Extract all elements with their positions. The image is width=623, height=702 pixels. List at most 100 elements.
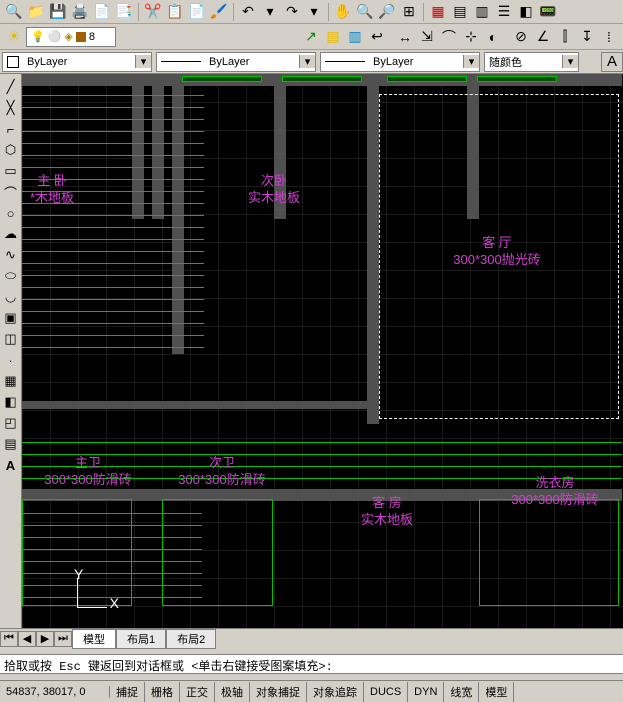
- window: [387, 76, 467, 82]
- command-text: 拾取或按 Esc 键返回到对话框或 <单击右键接受图案填充>:: [4, 660, 333, 674]
- lwt-toggle[interactable]: 线宽: [444, 682, 479, 702]
- dim-diam-icon[interactable]: ⊘: [511, 27, 531, 47]
- otrack-toggle[interactable]: 对象追踪: [307, 682, 364, 702]
- tab-next-icon[interactable]: ▶: [36, 631, 54, 647]
- tab-first-icon[interactable]: ⏮: [0, 631, 18, 647]
- point-icon[interactable]: ·: [2, 351, 20, 369]
- gradient-icon[interactable]: ◧: [2, 393, 20, 411]
- calc-icon[interactable]: 📟: [538, 2, 558, 22]
- dim-radius-icon[interactable]: ◐: [483, 27, 503, 47]
- redo-icon[interactable]: ↷: [282, 2, 302, 22]
- xline-icon[interactable]: ╳: [2, 99, 20, 117]
- markup-icon[interactable]: ◧: [516, 2, 536, 22]
- color-swatch: [7, 56, 19, 68]
- command-line[interactable]: 拾取或按 Esc 键返回到对话框或 <单击右键接受图案填充>:: [0, 654, 623, 674]
- plot-icon[interactable]: 🖨️: [70, 2, 90, 22]
- save-icon[interactable]: 💾: [48, 2, 68, 22]
- revcloud-icon[interactable]: ☁: [2, 225, 20, 243]
- tab-model[interactable]: 模型: [72, 629, 116, 649]
- wall: [22, 401, 379, 409]
- ucs-icon: Y X: [77, 578, 107, 608]
- layer-mgr-icon[interactable]: ☀: [4, 27, 24, 47]
- dim-quick-icon[interactable]: ⫿: [555, 27, 575, 47]
- polygon-icon[interactable]: ⬡: [2, 141, 20, 159]
- paste-icon[interactable]: 📄: [187, 2, 207, 22]
- model-toggle[interactable]: 模型: [479, 682, 514, 702]
- drawing-canvas[interactable]: 主 卧 *木地板 次卧 实木地板 客 厅 300*300抛光砖 主卫 300*3…: [22, 74, 623, 628]
- spline-icon[interactable]: ∿: [2, 246, 20, 264]
- ortho-toggle[interactable]: 正交: [180, 682, 215, 702]
- plotstyle-combo[interactable]: 随颜色 ▾: [484, 52, 579, 72]
- props-icon[interactable]: ▦: [428, 2, 448, 22]
- insert-icon[interactable]: ▣: [2, 309, 20, 327]
- grid-toggle[interactable]: 栅格: [145, 682, 180, 702]
- arc-icon[interactable]: ⌒: [2, 183, 20, 201]
- draw-toolbar: ╱ ╳ ⌐ ⬡ ▭ ⌒ ○ ☁ ∿ ⬭ ◡ ▣ ◫ · ▦ ◧ ◰ ▤ A: [0, 74, 22, 628]
- ellipse-arc-icon[interactable]: ◡: [2, 288, 20, 306]
- hatch-icon[interactable]: ▦: [2, 372, 20, 390]
- status-bar: 54837, 38017, 0 捕捉 栅格 正交 极轴 对象捕捉 对象追踪 DU…: [0, 680, 623, 702]
- color-combo[interactable]: ByLayer ▾: [2, 52, 152, 72]
- ducs-toggle[interactable]: DUCS: [364, 682, 408, 702]
- layout-tabs: ⏮ ◀ ▶ ⏭ 模型 布局1 布局2: [0, 628, 623, 648]
- tab-scroll: ⏮ ◀ ▶ ⏭: [0, 631, 72, 647]
- coordinates: 54837, 38017, 0: [0, 686, 110, 698]
- osnap-toggle[interactable]: 对象捕捉: [250, 682, 307, 702]
- table-icon[interactable]: ▤: [2, 435, 20, 453]
- ellipse-icon[interactable]: ⬭: [2, 267, 20, 285]
- wall: [274, 74, 286, 219]
- text-style-icon[interactable]: A: [601, 52, 623, 72]
- layer-combo[interactable]: 💡 ⚪ ◈ 8: [26, 27, 116, 47]
- undo-icon[interactable]: ↶: [238, 2, 258, 22]
- dropdown-icon: ▾: [562, 55, 578, 68]
- layer-stack-icon[interactable]: ▤: [323, 27, 343, 47]
- dim-linear-icon[interactable]: ↔: [395, 27, 415, 47]
- polar-toggle[interactable]: 极轴: [215, 682, 250, 702]
- zoom-ext-icon[interactable]: ⊞: [399, 2, 419, 22]
- layer-iso-icon[interactable]: ▥: [345, 27, 365, 47]
- circle-icon[interactable]: ○: [2, 204, 20, 222]
- main-area: ╱ ╳ ⌐ ⬡ ▭ ⌒ ○ ☁ ∿ ⬭ ◡ ▣ ◫ · ▦ ◧ ◰ ▤ A: [0, 74, 623, 628]
- tab-layout1[interactable]: 布局1: [116, 629, 166, 649]
- tab-prev-icon[interactable]: ◀: [18, 631, 36, 647]
- lineweight-combo[interactable]: ByLayer ▾: [320, 52, 480, 72]
- region-icon[interactable]: ◰: [2, 414, 20, 432]
- freeze-icon: ⚪: [48, 30, 62, 43]
- linetype-combo[interactable]: ByLayer ▾: [156, 52, 316, 72]
- dim-cont-icon[interactable]: ⁞: [599, 27, 619, 47]
- dim-arc-icon[interactable]: ⌒: [439, 27, 459, 47]
- pan-icon[interactable]: ✋: [333, 2, 353, 22]
- rect-icon[interactable]: ▭: [2, 162, 20, 180]
- layer-num: 8: [89, 31, 95, 43]
- open-icon[interactable]: 📁: [26, 2, 46, 22]
- dim-ord-icon[interactable]: ⊹: [461, 27, 481, 47]
- line-icon[interactable]: ╱: [2, 78, 20, 96]
- pline-icon[interactable]: ⌐: [2, 120, 20, 138]
- zoom-in-icon[interactable]: 🔍: [355, 2, 375, 22]
- layer-prev-icon[interactable]: ↗: [301, 27, 321, 47]
- qnew-icon[interactable]: 🔍: [4, 2, 24, 22]
- dim-ang-icon[interactable]: ∠: [533, 27, 553, 47]
- ssm-icon[interactable]: ☰: [494, 2, 514, 22]
- publish-icon[interactable]: 📑: [114, 2, 134, 22]
- preview-icon[interactable]: 📄: [92, 2, 112, 22]
- cut-icon[interactable]: ✂️: [143, 2, 163, 22]
- tp-icon[interactable]: ▥: [472, 2, 492, 22]
- block-icon[interactable]: ◫: [2, 330, 20, 348]
- copy-icon[interactable]: 📋: [165, 2, 185, 22]
- tab-last-icon[interactable]: ⏭: [54, 631, 72, 647]
- layer-back-icon[interactable]: ↩: [367, 27, 387, 47]
- match-icon[interactable]: 🖌️: [209, 2, 229, 22]
- tab-layout2[interactable]: 布局2: [166, 629, 216, 649]
- dropdown-icon: ▾: [463, 55, 479, 68]
- zoom-out-icon[interactable]: 🔎: [377, 2, 397, 22]
- undo-dd-icon[interactable]: ▾: [260, 2, 280, 22]
- mtext-icon[interactable]: A: [2, 456, 20, 474]
- dc-icon[interactable]: ▤: [450, 2, 470, 22]
- dim-aligned-icon[interactable]: ⇲: [417, 27, 437, 47]
- dyn-toggle[interactable]: DYN: [408, 682, 444, 702]
- redo-dd-icon[interactable]: ▾: [304, 2, 324, 22]
- snap-toggle[interactable]: 捕捉: [110, 682, 145, 702]
- dropdown-icon: ▾: [135, 55, 151, 68]
- dim-base-icon[interactable]: ↧: [577, 27, 597, 47]
